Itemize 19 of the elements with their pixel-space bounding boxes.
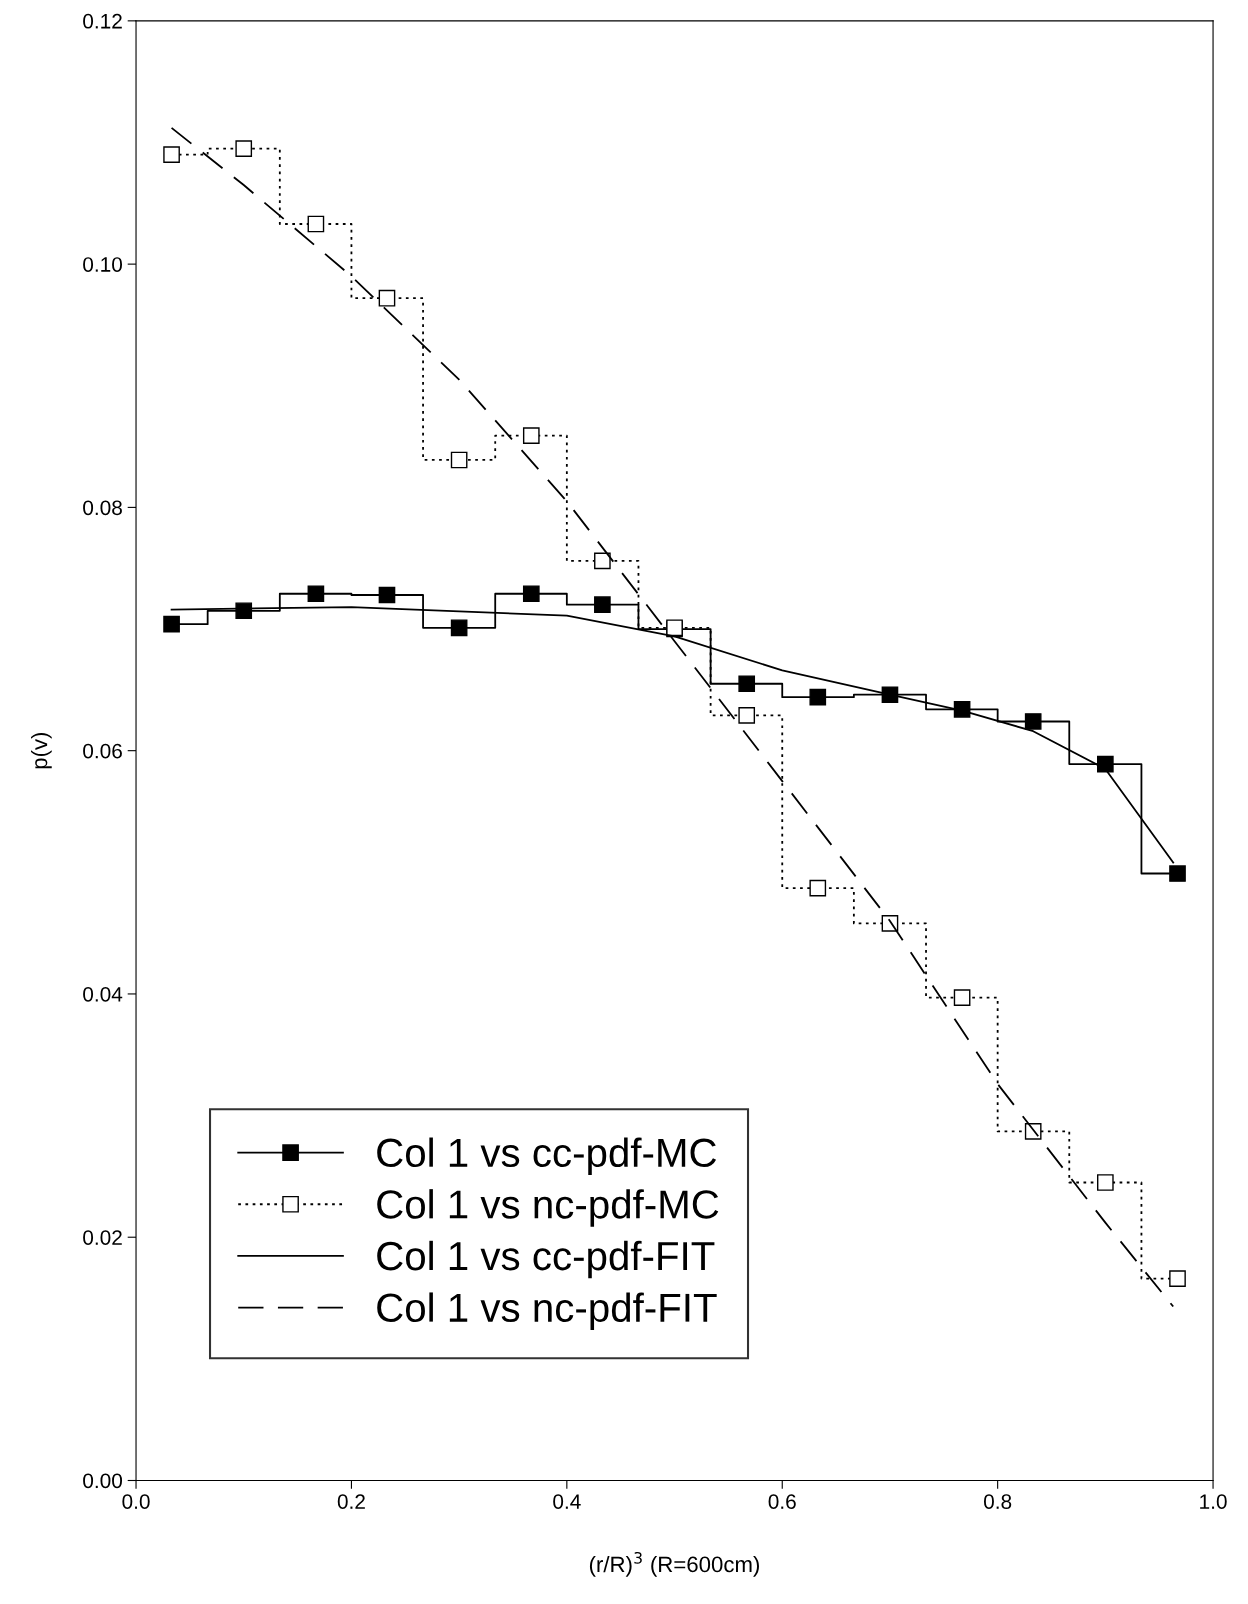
x-tick-label: 0.4 bbox=[553, 1494, 581, 1509]
y-tick-label: 0.06 bbox=[83, 743, 122, 759]
x-tick-label: 0.8 bbox=[983, 1494, 1012, 1509]
x-tick-label: 0.0 bbox=[122, 1494, 150, 1509]
x-tick-label: 1.0 bbox=[1200, 1494, 1227, 1509]
y-tick-label: 0.00 bbox=[83, 1473, 123, 1489]
y-tick-label: 0.04 bbox=[83, 986, 123, 1002]
legend-label: Col 1 vs cc-pdf-FIT bbox=[377, 1240, 715, 1279]
y-tick-label: 0.12 bbox=[83, 13, 122, 29]
y-tick-label: 0.02 bbox=[83, 1230, 122, 1245]
x-tick-label: 0.6 bbox=[768, 1494, 796, 1509]
y-tick-label: 0.10 bbox=[83, 257, 123, 272]
legend-label: Col 1 vs nc-pdf-FIT bbox=[377, 1292, 717, 1330]
legend-label: Col 1 vs nc-pdf-MC bbox=[377, 1189, 719, 1227]
y-tick-label: 0.08 bbox=[83, 500, 122, 516]
x-tick-label: 0.2 bbox=[337, 1494, 365, 1509]
legend-label: Col 1 vs cc-pdf-MC bbox=[377, 1137, 717, 1176]
y-axis-title: p(v) bbox=[31, 732, 52, 769]
x-axis-title: (r/R)$^{3}$ (R=600cm) bbox=[589, 1552, 759, 1577]
